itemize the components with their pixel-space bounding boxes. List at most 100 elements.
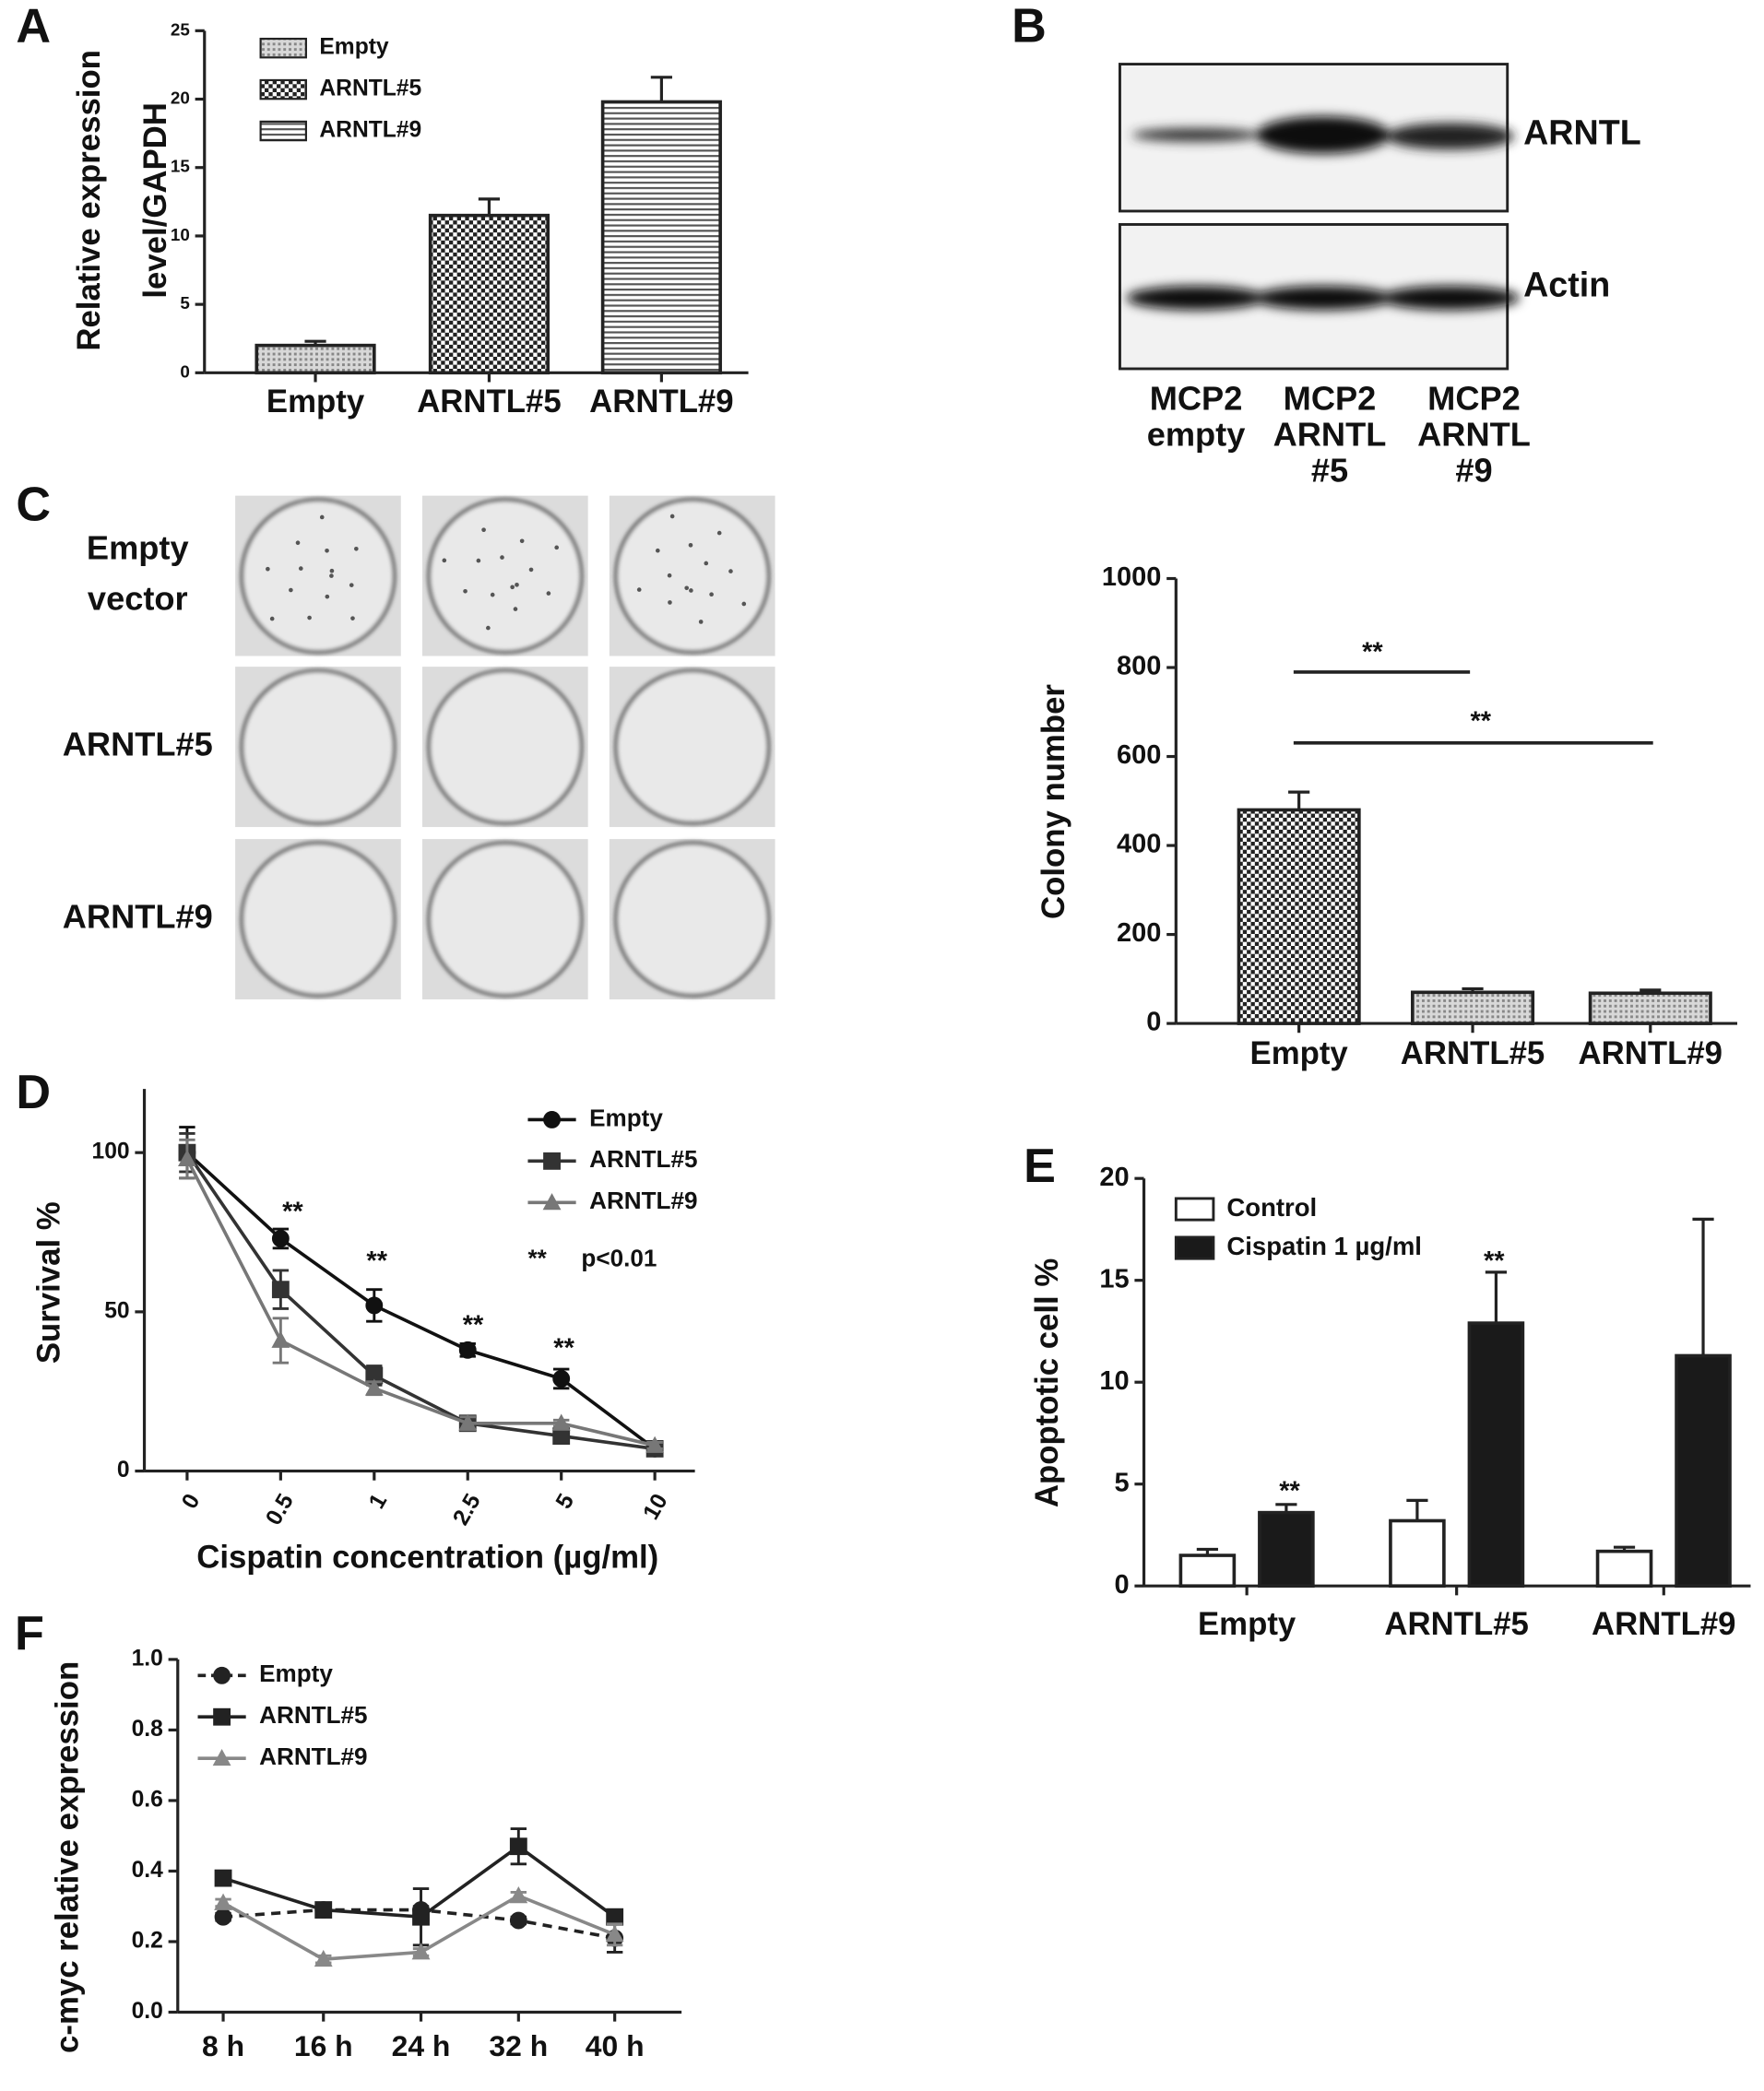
y-tick-label: 15: [171, 157, 190, 176]
y-axis-label: level/GAPDH: [138, 102, 173, 299]
lane-label: ARNTL: [1273, 415, 1387, 453]
legend-label: ARNTL#9: [589, 1187, 697, 1214]
panel-letter: C: [16, 478, 51, 531]
marker: [314, 1949, 333, 1967]
plate: [614, 668, 771, 825]
note: p<0.01: [581, 1244, 657, 1271]
x-axis-label: Cispatin concentration (µg/ml): [196, 1540, 658, 1575]
y-tick-label: 400: [1117, 830, 1161, 859]
band: [1256, 116, 1391, 154]
panel-letter: B: [1012, 0, 1047, 53]
note: **: [527, 1244, 547, 1271]
row-label: ARNTL#9: [63, 898, 213, 936]
y-tick-label: 0.0: [132, 1999, 163, 2024]
series-line: [185, 1158, 656, 1447]
plate: [614, 498, 771, 655]
colony: [486, 625, 491, 631]
row-label: ARNTL#5: [63, 726, 213, 763]
bar: [1258, 1510, 1315, 1589]
colony: [667, 573, 672, 578]
panel-letter: F: [15, 1607, 44, 1660]
band: [1380, 286, 1520, 311]
bar: [1411, 990, 1535, 1025]
colony: [354, 546, 359, 551]
legend-label: Control: [1226, 1193, 1317, 1222]
colony: [668, 600, 672, 605]
marker: [214, 1908, 232, 1926]
band: [1385, 123, 1514, 150]
colony: [510, 585, 515, 590]
marker: [214, 1869, 232, 1887]
y-tick-label: 0: [180, 361, 189, 381]
x-tick-label: ARNTL#9: [1579, 1036, 1723, 1071]
x-tick-label: 8 h: [202, 2029, 244, 2062]
colony: [655, 548, 660, 553]
y-tick-label: 200: [1117, 918, 1161, 948]
marker: [364, 1378, 384, 1396]
colony: [350, 616, 355, 620]
colony: [689, 588, 693, 593]
lane-label: empty: [1147, 415, 1246, 453]
x-tick-label: 40 h: [586, 2029, 645, 2062]
colony: [688, 543, 693, 548]
marker: [605, 1925, 624, 1943]
plate: [427, 498, 584, 655]
marker: [411, 1943, 431, 1960]
y-tick-label: 10: [1099, 1366, 1129, 1396]
colony: [513, 607, 518, 611]
plate: [240, 841, 397, 998]
colony: [741, 601, 747, 607]
colony: [716, 530, 722, 536]
y-tick-label: 50: [104, 1298, 129, 1323]
panel-letter: E: [1024, 1140, 1056, 1193]
colony: [490, 592, 495, 597]
colony: [319, 514, 325, 520]
colony: [463, 588, 468, 594]
marker: [509, 1837, 527, 1856]
significance-label: **: [1362, 637, 1383, 667]
y-tick-label: 0: [1114, 1570, 1129, 1600]
marker: [365, 1296, 384, 1315]
y-tick-label: 800: [1117, 652, 1161, 681]
bands: [1126, 116, 1520, 311]
colony: [295, 540, 301, 546]
panel-letter: D: [16, 1066, 51, 1119]
x-tick-label: 5: [551, 1490, 579, 1514]
legend-swatch: [1174, 1235, 1215, 1260]
band: [1253, 286, 1393, 311]
colony: [554, 545, 560, 550]
x-tick-label: ARNTL#9: [589, 384, 733, 419]
legend-label: ARNTL#9: [319, 118, 421, 143]
lane-label: #9: [1455, 452, 1492, 490]
x-tick-label: 32 h: [489, 2029, 548, 2062]
colony: [329, 573, 334, 578]
bar: [428, 213, 551, 375]
colony: [325, 594, 330, 599]
x-tick-label: 0.5: [261, 1490, 299, 1530]
legend-swatch: [259, 120, 307, 142]
y-tick-label: 1.0: [132, 1646, 163, 1671]
y-axis-label: c-myc relative expression: [51, 1661, 86, 2053]
legend-label: Cispatin 1 µg/ml: [1226, 1232, 1422, 1260]
colony: [528, 567, 534, 573]
marker: [412, 1908, 430, 1926]
colony: [476, 558, 481, 563]
y-tick-label: 0.6: [132, 1787, 163, 1812]
significance-label: **: [463, 1311, 484, 1341]
legend-swatch: [1174, 1197, 1215, 1222]
colony: [519, 538, 525, 544]
colony: [349, 583, 354, 587]
marker: [213, 1707, 231, 1726]
marker: [542, 1193, 562, 1211]
marker: [552, 1369, 571, 1388]
marker: [509, 1886, 528, 1904]
legend-swatch: [259, 37, 307, 59]
colony: [298, 566, 303, 571]
y-axis-label: Survival %: [31, 1201, 66, 1364]
marker: [458, 1413, 478, 1431]
x-tick-label: 2.5: [448, 1490, 486, 1530]
marker: [214, 1893, 232, 1910]
colony: [329, 568, 335, 573]
y-tick-label: 0.4: [132, 1858, 164, 1883]
